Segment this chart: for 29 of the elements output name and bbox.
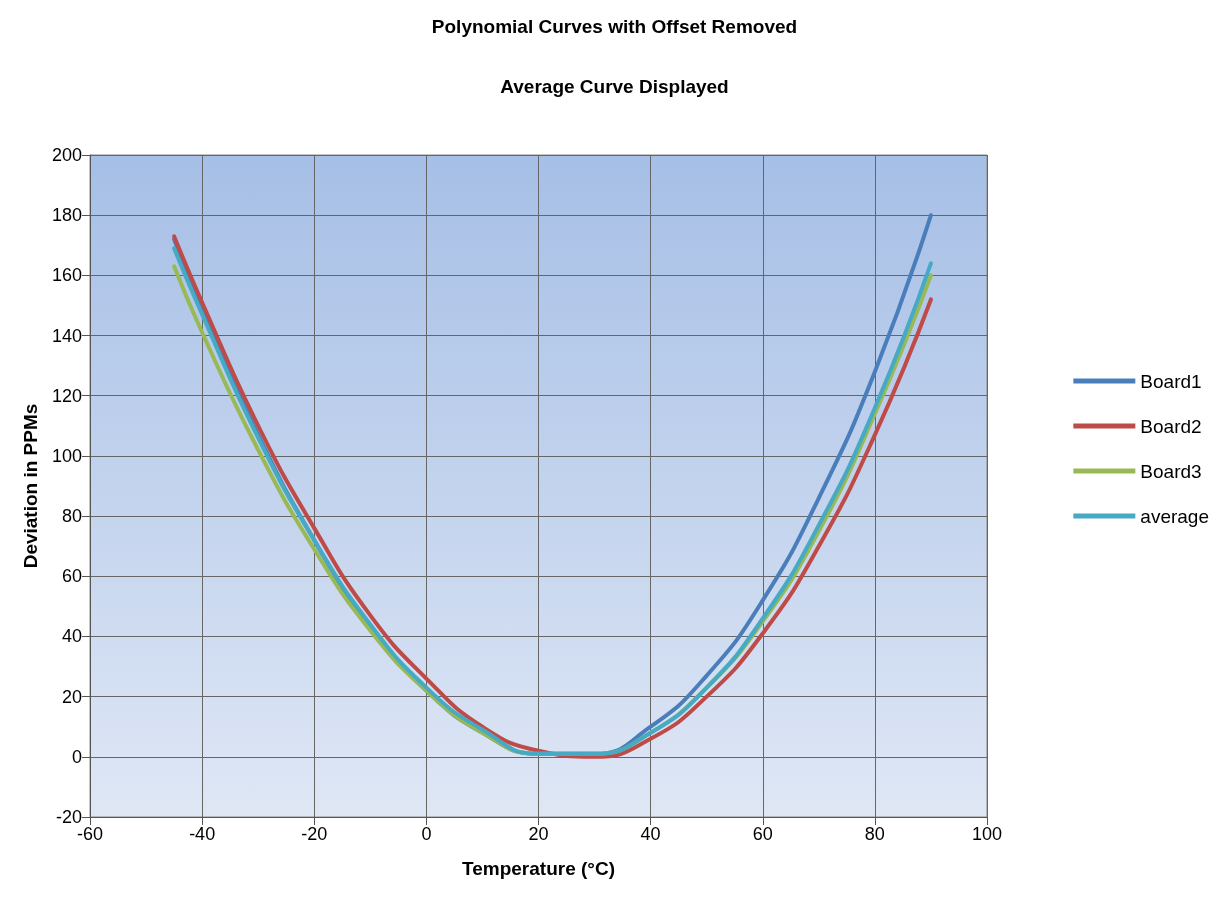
x-tick-label: 0 <box>421 824 432 844</box>
y-tick-label: 160 <box>51 265 82 286</box>
y-tick-label: 40 <box>61 626 82 647</box>
x-tick-label: 80 <box>864 824 885 844</box>
chart-title: Polynomial Curves with Offset Removed <box>431 16 798 37</box>
y-tick-label: 180 <box>51 205 82 226</box>
y-tick-label: 200 <box>51 145 82 165</box>
legend-label: Board2 <box>1140 415 1202 437</box>
x-tick-label: -40 <box>189 824 216 844</box>
y-tick-label: -20 <box>55 807 82 827</box>
legend-label: average <box>1140 505 1210 527</box>
y-tick-label: 100 <box>51 445 82 466</box>
y-tick-label: 80 <box>61 506 82 527</box>
legend-label: Board3 <box>1140 460 1202 482</box>
chart-subtitle: Average Curve Displayed <box>500 76 729 97</box>
x-tick-label: 100 <box>971 824 1003 844</box>
x-axis-title: Temperature (°C) <box>462 858 615 879</box>
x-tick-label: 40 <box>640 824 661 844</box>
x-tick-label: 20 <box>528 824 549 844</box>
legend-label: Board1 <box>1140 370 1202 392</box>
y-tick-label: 120 <box>51 385 82 406</box>
y-tick-label: 20 <box>61 686 82 707</box>
x-tick-label: -20 <box>301 824 328 844</box>
y-axis-title: Deviation in PPMs <box>20 403 41 569</box>
x-tick-label: -60 <box>76 824 104 844</box>
y-tick-label: 0 <box>71 746 82 767</box>
y-tick-label: 60 <box>61 566 82 587</box>
y-tick-label: 140 <box>51 325 82 346</box>
x-tick-label: 60 <box>752 824 773 844</box>
